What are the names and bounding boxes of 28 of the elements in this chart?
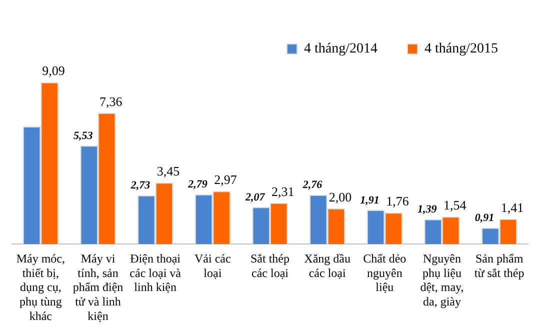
data-label: 1,41: [500, 200, 524, 215]
x-tick-label: Sắt thép các loại: [250, 251, 290, 280]
data-label: 0,91: [474, 212, 494, 224]
x-tick-label: Máy móc, thiết bị, dụng cụ, phụ tùng khác: [16, 251, 65, 323]
data-label: 9,09: [42, 63, 65, 78]
data-label: 2,31: [272, 184, 294, 199]
x-tick-label: Điện thoại các loại và linh kiện: [130, 251, 182, 294]
data-label: 2,00: [328, 189, 352, 204]
x-tick-label: Sản phẩm từ sắt thép: [474, 251, 524, 280]
data-label: 7,36: [100, 94, 123, 109]
data-label: 2,73: [130, 180, 151, 192]
data-label: 2,07: [244, 192, 266, 204]
data-label: 2,79: [187, 178, 208, 191]
data-label: 1,39: [417, 204, 438, 216]
x-tick-label: Xăng dầu các loại: [304, 251, 350, 280]
data-label: 1,76: [386, 194, 410, 209]
legend-label: 4 tháng/2015: [424, 42, 498, 57]
legend-label: 4 tháng/2014: [304, 42, 378, 57]
x-tick-label: Nguyên phụ liệu dệt, may, da, giày: [420, 251, 464, 309]
x-tick-label: Máy vi tính, sản phẩm điện tử và linh kiện: [72, 251, 124, 323]
data-label: 1,91: [360, 194, 380, 206]
data-label: 3,45: [156, 164, 180, 179]
x-tick-label: Chất dẻo nguyên liệu: [363, 251, 406, 294]
data-label: 5,53: [73, 130, 94, 142]
data-label: 2,97: [214, 172, 238, 188]
data-label: 1,54: [444, 198, 467, 213]
data-label: 2,76: [302, 179, 323, 192]
x-tick-label: Vải các loại: [194, 251, 231, 280]
